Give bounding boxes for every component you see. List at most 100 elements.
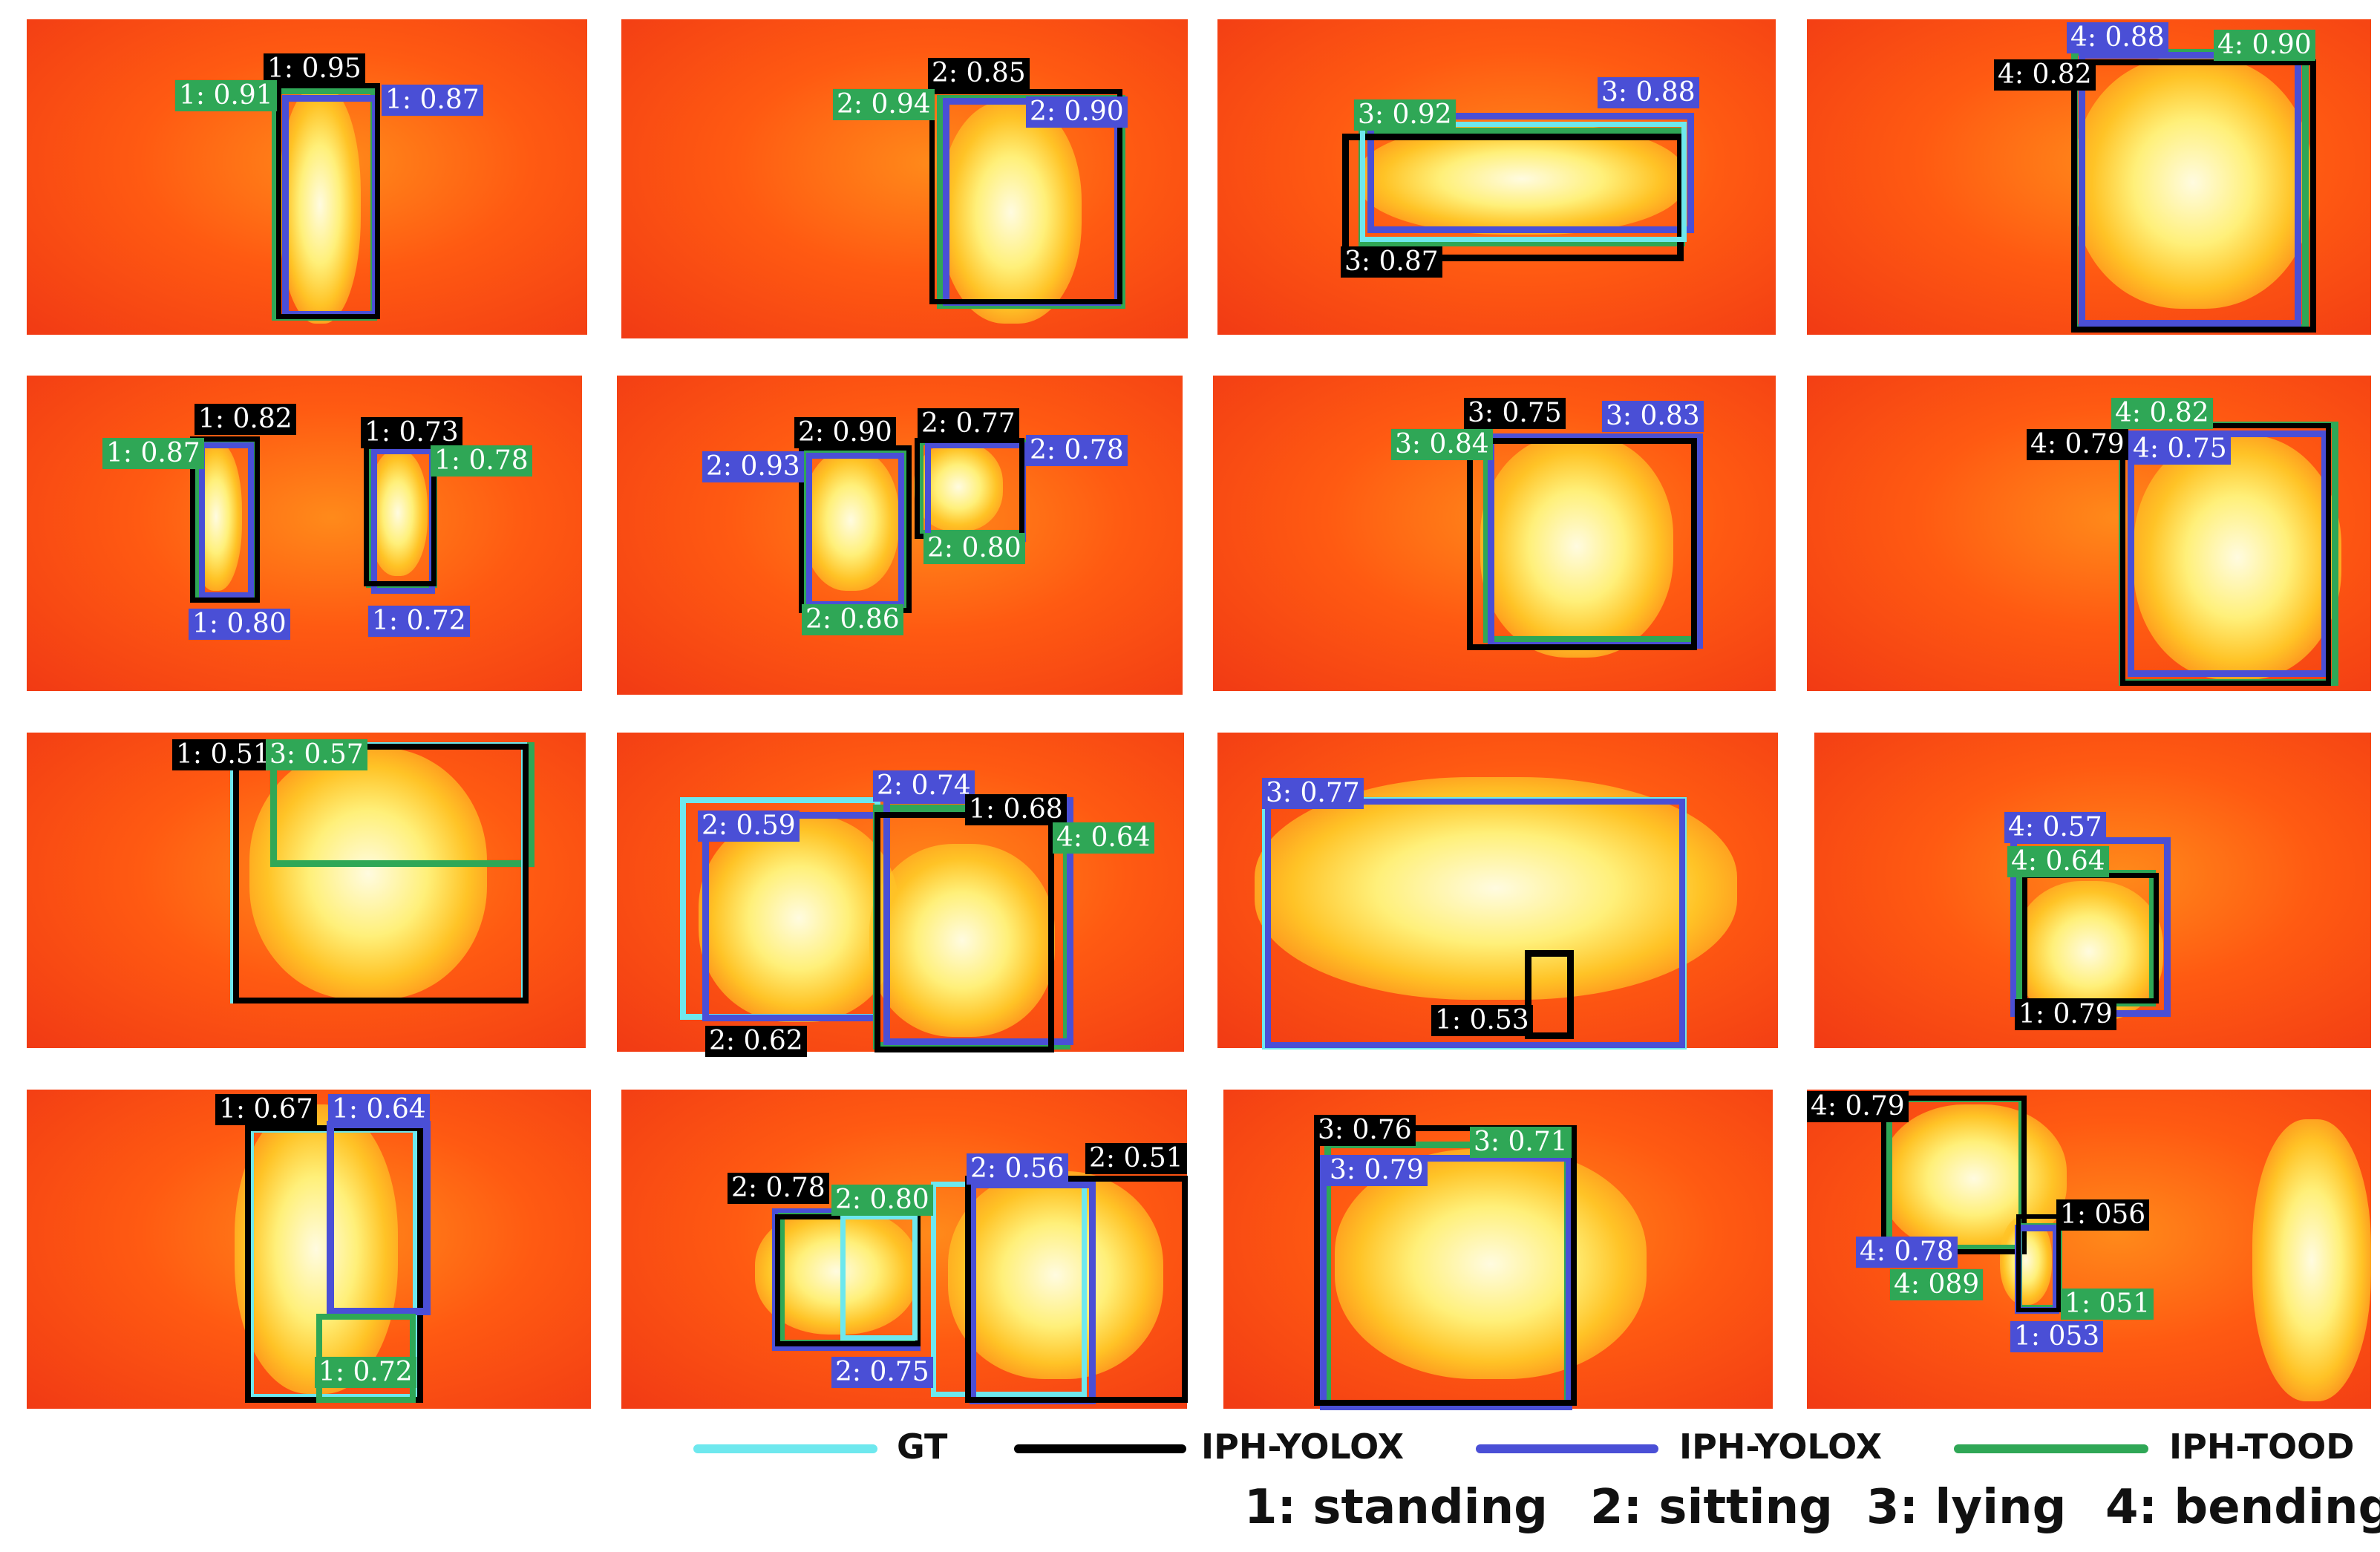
bounding-box-k <box>276 83 380 319</box>
heat-signature <box>941 101 1082 324</box>
legend-swatch-tood <box>1954 1444 2148 1453</box>
legend-swatch-yolox_blue <box>1476 1444 1658 1453</box>
score-label: 1: 0.80 <box>189 609 290 640</box>
bounding-box-k <box>799 445 912 613</box>
score-label: 4: 0.82 <box>2111 398 2213 429</box>
thermal-panel-r4c2 <box>621 1090 1187 1409</box>
score-label: 3: 0.75 <box>1464 398 1566 429</box>
class-key-3: 3: lying <box>1866 1480 2067 1535</box>
heat-signature <box>869 844 1055 1037</box>
score-label: 3: 0.88 <box>1598 77 1699 108</box>
bounding-box-b <box>702 812 880 1021</box>
heat-signature <box>279 86 361 324</box>
bounding-box-k <box>2016 1214 2061 1312</box>
bounding-box-k <box>929 89 1122 304</box>
score-label: 3: 0.84 <box>1391 429 1493 460</box>
bounding-box-b <box>2079 52 2301 327</box>
bounding-box-b <box>1265 799 1685 1048</box>
legend-label-yolox_black: IPH-YOLOX <box>1201 1427 1405 1467</box>
bounding-box-k <box>2120 423 2331 686</box>
score-label: 1: 056 <box>2056 1199 2150 1231</box>
score-label: 2: 0.51 <box>1085 1143 1187 1174</box>
legend-swatch-gt <box>693 1444 877 1453</box>
thermal-panel-r1c4 <box>1807 19 2371 335</box>
score-label: 1: 0.91 <box>175 80 277 111</box>
bounding-box-k <box>364 444 437 586</box>
heat-signature <box>1335 1149 1647 1379</box>
thermal-panel-r2c1 <box>27 376 582 691</box>
bounding-box-gt <box>1360 122 1687 242</box>
score-label: 1: 0.87 <box>382 85 483 116</box>
bounding-box-b <box>199 442 254 598</box>
score-label: 1: 0.67 <box>215 1094 317 1125</box>
bounding-box-k <box>1525 950 1574 1039</box>
score-label: 4: 0.82 <box>1994 59 2096 91</box>
score-label: 4: 0.75 <box>2129 433 2231 465</box>
score-label: 2: 0.78 <box>1026 435 1128 466</box>
heat-signature <box>249 747 487 1000</box>
heat-signature <box>2074 56 2312 309</box>
score-label: 1: 0.53 <box>1431 1005 1533 1036</box>
score-label: 1: 0.72 <box>315 1357 416 1388</box>
bounding-box-k <box>965 1176 1188 1403</box>
score-label: 4: 089 <box>1890 1269 1984 1300</box>
score-label: 2: 0.80 <box>831 1185 933 1216</box>
score-label: 2: 0.78 <box>728 1173 829 1204</box>
score-label: 3: 0.71 <box>1470 1127 1572 1158</box>
score-label: 2: 0.77 <box>918 408 1019 439</box>
legend-swatch-yolox_black <box>1014 1444 1186 1453</box>
score-label: 4: 0.57 <box>2004 812 2106 843</box>
score-label: 4: 0.79 <box>2027 429 2128 460</box>
bounding-box-k <box>915 438 1024 539</box>
class-key-2: 2: sitting <box>1590 1480 1833 1535</box>
bounding-box-k <box>874 812 1054 1052</box>
score-label: 4: 0.88 <box>2067 22 2168 53</box>
heat-signature <box>948 1171 1163 1379</box>
score-label: 1: 053 <box>2010 1321 2104 1352</box>
score-label: 3: 0.83 <box>1602 401 1704 432</box>
score-label: 1: 0.87 <box>102 438 204 469</box>
legend-label-yolox_blue: IPH-YOLOX <box>1679 1427 1883 1467</box>
bounding-box-b <box>327 1121 431 1315</box>
score-label: 2: 0.85 <box>928 58 1030 89</box>
score-label: 2: 0.74 <box>873 770 975 802</box>
legend-label-gt: GT <box>897 1427 948 1467</box>
score-label: 2: 0.86 <box>802 604 903 635</box>
score-label: 2: 0.56 <box>967 1153 1068 1185</box>
score-label: 3: 0.77 <box>1262 778 1364 809</box>
score-label: 1: 0.64 <box>328 1094 430 1125</box>
class-key-4: 4: bending <box>2105 1480 2380 1535</box>
heat-signature <box>1359 123 1685 235</box>
class-key-1: 1: standing <box>1244 1480 1548 1535</box>
heat-signature <box>1480 435 1673 658</box>
score-label: 1: 0.95 <box>264 53 365 85</box>
score-label: 3: 0.79 <box>1326 1155 1428 1186</box>
score-label: 1: 0.78 <box>431 445 532 477</box>
score-label: 1: 0.68 <box>965 794 1067 825</box>
score-label: 2: 0.62 <box>705 1026 807 1057</box>
score-label: 2: 0.93 <box>702 451 804 482</box>
score-label: 4: 0.64 <box>1053 822 1154 854</box>
bounding-box-b <box>1367 113 1694 233</box>
score-label: 2: 0.75 <box>831 1357 933 1388</box>
score-label: 2: 0.90 <box>794 417 896 448</box>
score-label: 4: 0.79 <box>1807 1091 1909 1122</box>
score-label: 4: 0.90 <box>2214 30 2315 61</box>
score-label: 1: 051 <box>2061 1289 2154 1320</box>
score-label: 2: 0.59 <box>698 811 800 842</box>
bounding-box-k <box>2071 59 2316 333</box>
score-label: 3: 0.57 <box>266 739 367 770</box>
thermal-panel-r3c1 <box>27 733 586 1048</box>
thermal-panel-r4c4 <box>1807 1090 2371 1409</box>
thermal-panel-r4c1 <box>27 1090 591 1409</box>
bounding-box-gt <box>840 1214 918 1340</box>
bounding-box-k <box>233 744 529 1003</box>
heat-signature <box>368 450 428 576</box>
bounding-box-b <box>1320 1155 1572 1410</box>
bounding-box-k <box>2022 873 2159 1003</box>
heat-signature <box>699 814 899 1022</box>
score-label: 2: 0.94 <box>833 89 935 120</box>
score-label: 3: 0.76 <box>1314 1115 1416 1146</box>
score-label: 4: 0.64 <box>2007 846 2109 877</box>
